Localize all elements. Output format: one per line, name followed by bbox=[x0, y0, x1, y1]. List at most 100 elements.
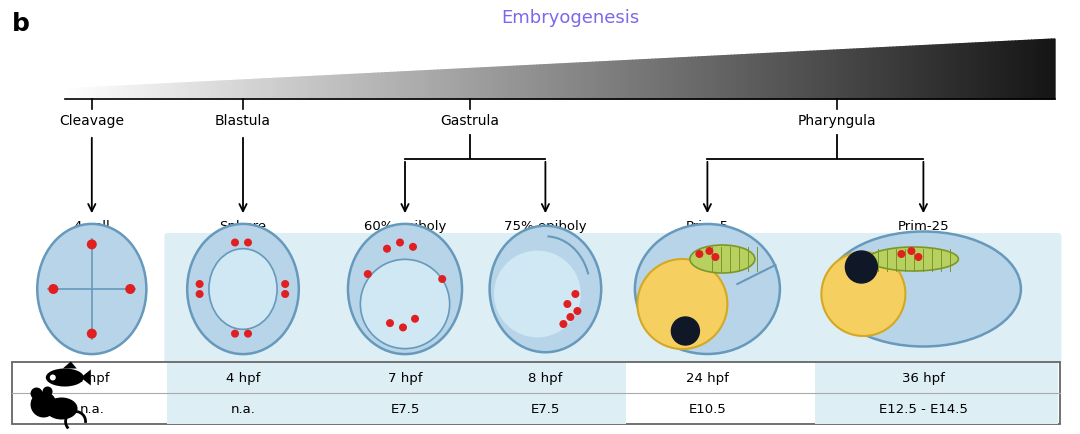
Polygon shape bbox=[233, 81, 237, 100]
Polygon shape bbox=[1042, 40, 1045, 100]
Polygon shape bbox=[715, 57, 718, 100]
Polygon shape bbox=[127, 86, 131, 100]
Text: n.a.: n.a. bbox=[79, 402, 105, 415]
Ellipse shape bbox=[45, 398, 78, 420]
Circle shape bbox=[438, 275, 446, 283]
Polygon shape bbox=[630, 61, 633, 100]
Polygon shape bbox=[1039, 40, 1042, 100]
Polygon shape bbox=[118, 87, 121, 100]
Polygon shape bbox=[131, 86, 134, 100]
Polygon shape bbox=[821, 52, 824, 100]
Polygon shape bbox=[190, 83, 193, 100]
Polygon shape bbox=[71, 89, 75, 100]
Polygon shape bbox=[781, 53, 784, 100]
Polygon shape bbox=[953, 45, 956, 100]
Polygon shape bbox=[134, 86, 137, 100]
Polygon shape bbox=[734, 56, 739, 100]
Polygon shape bbox=[843, 50, 847, 100]
Polygon shape bbox=[818, 52, 821, 100]
Circle shape bbox=[907, 247, 916, 256]
Text: 1 hpf: 1 hpf bbox=[75, 371, 109, 384]
Polygon shape bbox=[659, 60, 662, 100]
Polygon shape bbox=[936, 46, 940, 100]
Polygon shape bbox=[214, 82, 217, 100]
Polygon shape bbox=[494, 68, 497, 100]
Polygon shape bbox=[564, 65, 567, 100]
Polygon shape bbox=[646, 60, 649, 100]
Polygon shape bbox=[164, 85, 167, 100]
Circle shape bbox=[822, 253, 905, 336]
Circle shape bbox=[383, 245, 391, 253]
Circle shape bbox=[411, 315, 419, 323]
Polygon shape bbox=[273, 79, 276, 100]
Polygon shape bbox=[731, 56, 734, 100]
Polygon shape bbox=[346, 76, 349, 100]
Polygon shape bbox=[145, 85, 148, 100]
Polygon shape bbox=[633, 61, 636, 100]
Ellipse shape bbox=[37, 224, 147, 354]
Polygon shape bbox=[712, 57, 715, 100]
Polygon shape bbox=[603, 62, 606, 100]
Polygon shape bbox=[105, 88, 108, 100]
Polygon shape bbox=[874, 49, 877, 100]
Text: b: b bbox=[12, 12, 30, 36]
Polygon shape bbox=[253, 80, 256, 100]
Polygon shape bbox=[442, 71, 445, 100]
Polygon shape bbox=[1005, 42, 1009, 100]
Circle shape bbox=[281, 290, 289, 298]
Polygon shape bbox=[699, 58, 702, 100]
Polygon shape bbox=[180, 84, 184, 100]
Polygon shape bbox=[418, 72, 421, 100]
Polygon shape bbox=[200, 83, 204, 100]
Polygon shape bbox=[336, 76, 339, 100]
Polygon shape bbox=[161, 85, 164, 100]
Circle shape bbox=[281, 280, 289, 288]
Polygon shape bbox=[639, 61, 643, 100]
Polygon shape bbox=[382, 74, 386, 100]
Polygon shape bbox=[561, 65, 564, 100]
Polygon shape bbox=[669, 59, 672, 100]
Circle shape bbox=[86, 240, 97, 250]
Polygon shape bbox=[243, 81, 246, 100]
Circle shape bbox=[364, 270, 372, 278]
Polygon shape bbox=[81, 370, 91, 386]
Polygon shape bbox=[858, 50, 861, 100]
Polygon shape bbox=[993, 43, 996, 100]
Polygon shape bbox=[95, 88, 98, 100]
Polygon shape bbox=[187, 83, 190, 100]
Polygon shape bbox=[448, 70, 451, 100]
Polygon shape bbox=[280, 79, 283, 100]
Polygon shape bbox=[434, 71, 437, 100]
Polygon shape bbox=[725, 56, 728, 100]
Polygon shape bbox=[259, 80, 264, 100]
Polygon shape bbox=[923, 46, 927, 100]
Polygon shape bbox=[966, 44, 969, 100]
Text: Cleavage: Cleavage bbox=[59, 114, 124, 128]
Circle shape bbox=[672, 317, 700, 345]
Polygon shape bbox=[197, 83, 200, 100]
Polygon shape bbox=[487, 68, 490, 100]
Ellipse shape bbox=[826, 232, 1021, 347]
Polygon shape bbox=[524, 66, 527, 100]
Circle shape bbox=[50, 375, 56, 381]
Circle shape bbox=[637, 260, 728, 349]
Text: Prim-5: Prim-5 bbox=[686, 220, 729, 233]
Polygon shape bbox=[342, 76, 346, 100]
Polygon shape bbox=[65, 90, 68, 100]
Polygon shape bbox=[68, 89, 71, 100]
Bar bbox=[167, 363, 626, 393]
Polygon shape bbox=[702, 58, 705, 100]
Polygon shape bbox=[1018, 42, 1022, 100]
Polygon shape bbox=[207, 82, 211, 100]
Polygon shape bbox=[1045, 40, 1049, 100]
Polygon shape bbox=[521, 67, 524, 100]
Text: Gastrula: Gastrula bbox=[441, 114, 499, 128]
Polygon shape bbox=[972, 44, 976, 100]
Polygon shape bbox=[867, 49, 870, 100]
Text: E7.5: E7.5 bbox=[390, 402, 420, 415]
Polygon shape bbox=[148, 85, 151, 100]
Polygon shape bbox=[556, 65, 561, 100]
Polygon shape bbox=[847, 50, 850, 100]
Polygon shape bbox=[550, 65, 553, 100]
Polygon shape bbox=[784, 53, 787, 100]
